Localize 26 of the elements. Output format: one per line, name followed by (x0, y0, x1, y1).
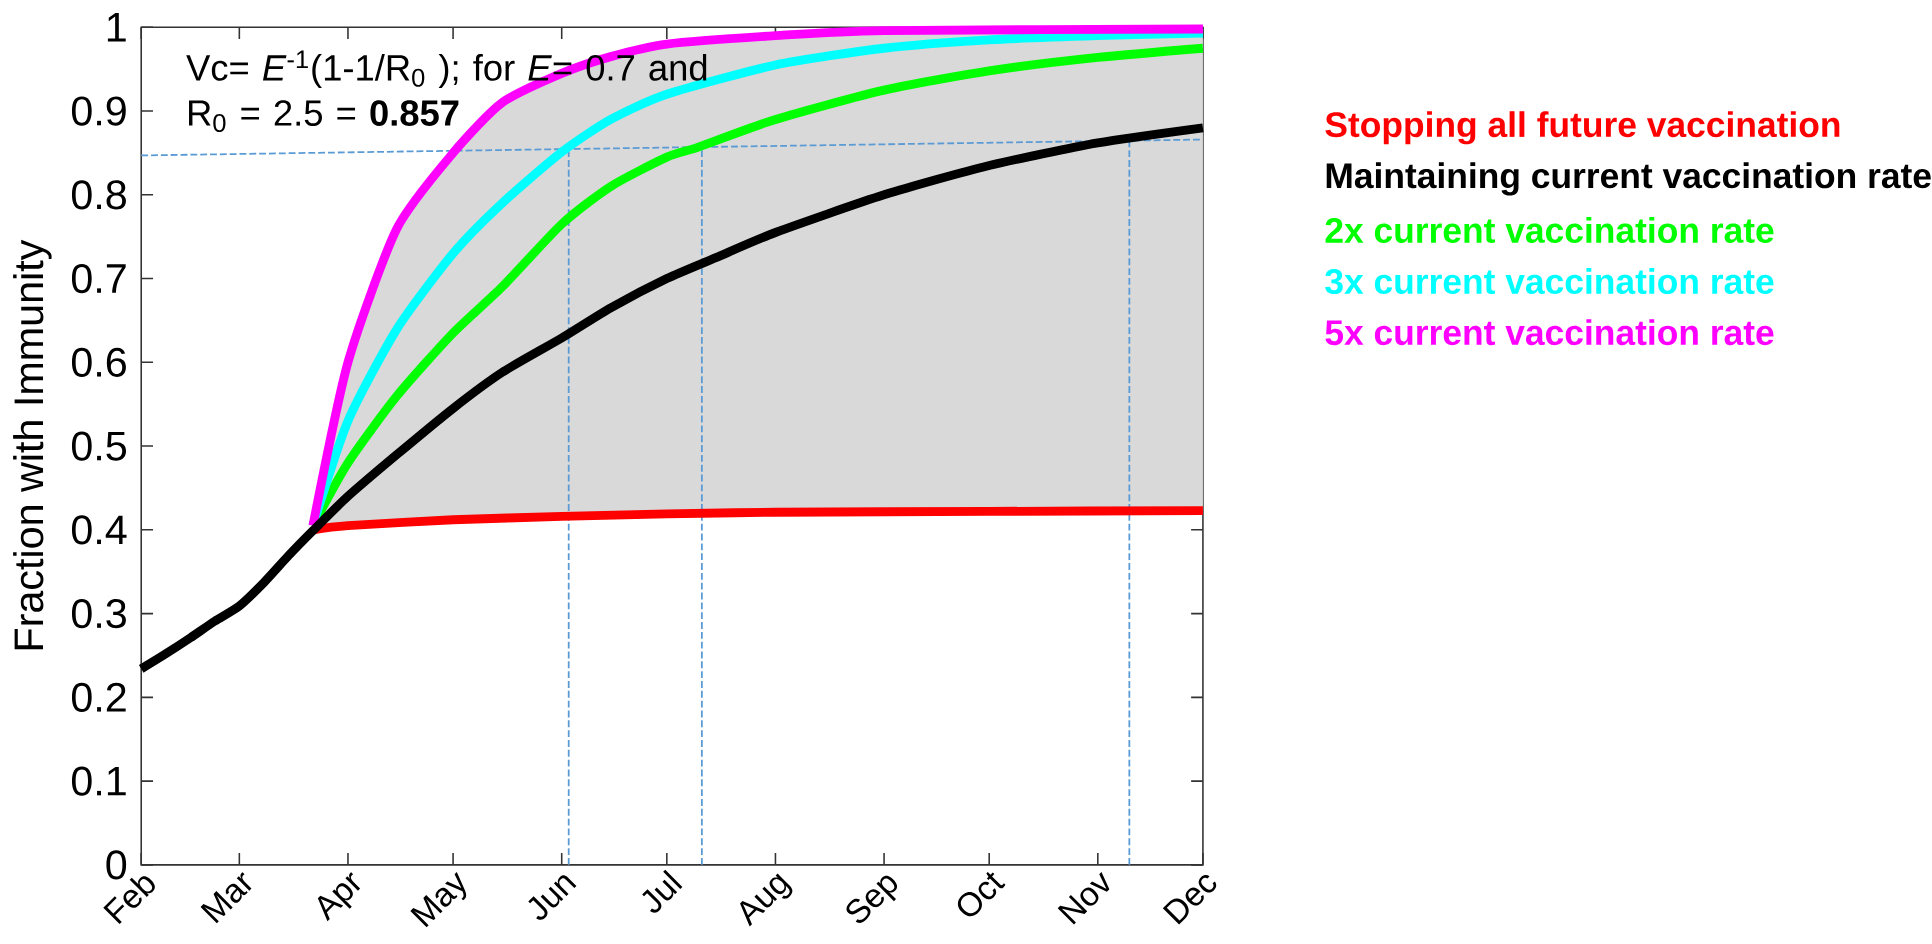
y-axis-title: Fraction with Immunity (13, 239, 52, 650)
y-tick-label: 0.4 (71, 515, 127, 545)
text: 2x current vaccination rate (1325, 217, 1774, 244)
y-tick-label: 0.9 (71, 96, 126, 126)
x-tick-label: Jul (642, 870, 683, 913)
x-tick-label: Aug (740, 873, 793, 927)
x-tick-label: Sep (846, 875, 898, 924)
y-tick-label: 0.3 (71, 599, 126, 629)
x-tick-label: Mar (200, 872, 252, 924)
y-tick-label: 0.2 (71, 682, 126, 713)
x-tick-label: Jun (528, 875, 577, 921)
y-tick-label: 0.8 (71, 180, 126, 210)
x-tick-label: May (410, 872, 467, 928)
x-tick-label: Nov (1057, 872, 1110, 925)
x-tick-label: Oct (957, 872, 1006, 917)
text: 3x current vaccination rate (1325, 268, 1774, 295)
x-tick-label: Dec (1162, 875, 1217, 925)
y-tick-label: 0.5 (71, 431, 126, 461)
y-tick-label: 0.1 (71, 766, 126, 796)
text: Maintaining current vaccination rate (1326, 162, 1931, 196)
text: 5x current vaccination rate (1325, 319, 1774, 346)
y-tick-label: 0.6 (71, 347, 126, 378)
text: Stopping all future vaccination (1325, 111, 1840, 145)
y-tick-label: 1 (107, 13, 126, 42)
y-tick-label: 0.7 (71, 264, 126, 294)
x-tick-label: Apr (317, 872, 361, 922)
